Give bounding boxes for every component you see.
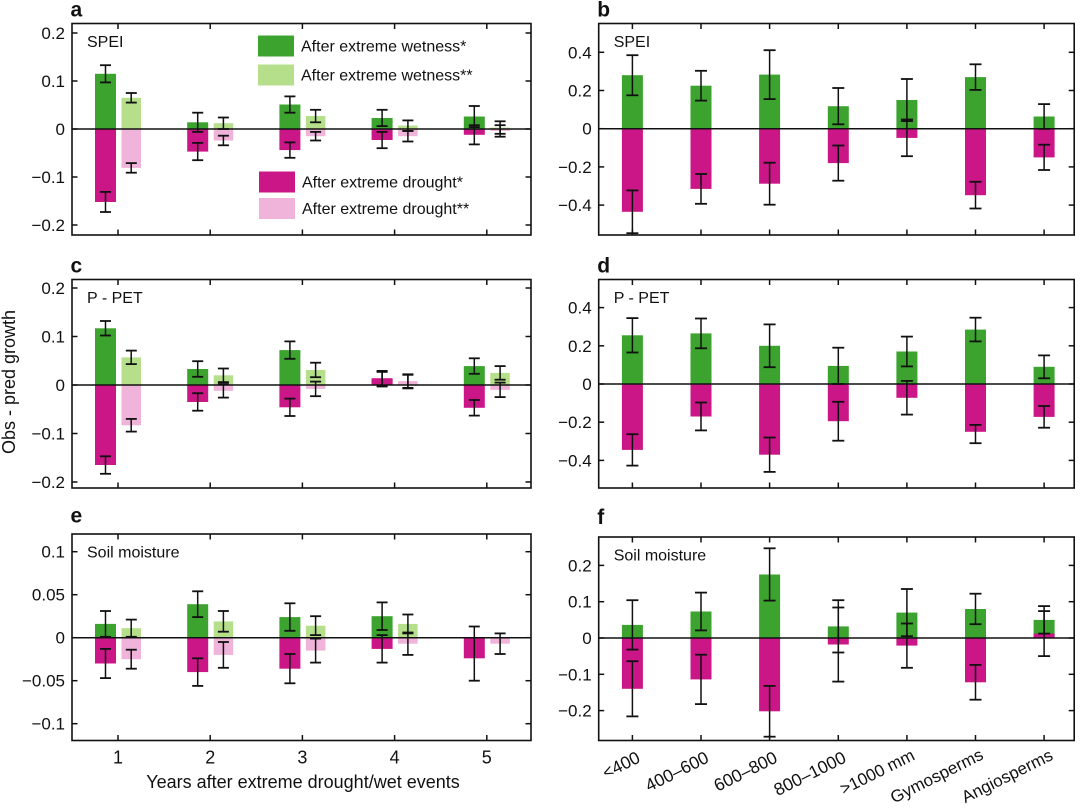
svg-text:0.2: 0.2 — [568, 337, 592, 356]
svg-text:−0.2: −0.2 — [31, 216, 65, 235]
svg-text:0: 0 — [582, 629, 591, 648]
svg-text:e: e — [71, 505, 83, 528]
svg-text:−0.4: −0.4 — [558, 451, 592, 470]
svg-text:b: b — [597, 0, 610, 22]
svg-text:0.4: 0.4 — [568, 299, 592, 318]
svg-text:0.2: 0.2 — [568, 82, 592, 101]
svg-text:c: c — [71, 255, 83, 278]
svg-text:SPEI: SPEI — [614, 34, 650, 51]
svg-text:0.1: 0.1 — [41, 328, 65, 347]
svg-text:0.4: 0.4 — [568, 43, 592, 62]
svg-text:0.1: 0.1 — [41, 72, 65, 91]
svg-text:0.1: 0.1 — [41, 543, 65, 562]
svg-text:After extreme drought**: After extreme drought** — [302, 201, 469, 218]
svg-text:−0.1: −0.1 — [558, 665, 592, 684]
svg-text:0: 0 — [56, 120, 65, 139]
svg-text:0.2: 0.2 — [568, 556, 592, 575]
svg-text:2: 2 — [205, 748, 215, 768]
svg-text:After extreme drought*: After extreme drought* — [302, 175, 463, 192]
svg-text:SPEI: SPEI — [87, 34, 123, 51]
svg-text:−0.2: −0.2 — [558, 158, 592, 177]
svg-text:0.2: 0.2 — [41, 24, 65, 43]
svg-text:After extreme wetness*: After extreme wetness* — [301, 39, 466, 56]
svg-text:−0.1: −0.1 — [31, 425, 65, 444]
svg-text:0.2: 0.2 — [41, 279, 65, 298]
svg-text:−0.2: −0.2 — [558, 413, 592, 432]
svg-text:−0.1: −0.1 — [31, 168, 65, 187]
svg-text:P - PET: P - PET — [614, 290, 670, 307]
svg-text:−0.2: −0.2 — [31, 473, 65, 492]
svg-text:0: 0 — [56, 629, 65, 648]
svg-text:Obs - pred growth: Obs - pred growth — [0, 310, 19, 454]
svg-text:After extreme wetness**: After extreme wetness** — [301, 68, 473, 85]
svg-text:−0.2: −0.2 — [558, 702, 592, 721]
svg-text:−0.1: −0.1 — [31, 715, 65, 734]
svg-text:0: 0 — [56, 376, 65, 395]
svg-text:3: 3 — [297, 748, 307, 768]
svg-text:d: d — [597, 255, 610, 278]
svg-text:0: 0 — [582, 120, 591, 139]
svg-text:0: 0 — [582, 375, 591, 394]
svg-text:4: 4 — [390, 748, 400, 768]
svg-text:−0.4: −0.4 — [558, 196, 592, 215]
svg-text:f: f — [597, 506, 605, 529]
svg-text:0.05: 0.05 — [32, 586, 65, 605]
svg-text:0.1: 0.1 — [568, 593, 592, 612]
svg-text:Soil moisture: Soil moisture — [614, 548, 707, 565]
svg-text:−0.05: −0.05 — [22, 672, 65, 691]
svg-text:Soil moisture: Soil moisture — [87, 545, 180, 562]
svg-text:5: 5 — [482, 748, 492, 768]
svg-text:Years after extreme drought/we: Years after extreme drought/wet events — [146, 772, 460, 792]
svg-text:P - PET: P - PET — [87, 290, 143, 307]
svg-text:a: a — [71, 0, 83, 22]
svg-text:1: 1 — [113, 748, 123, 768]
